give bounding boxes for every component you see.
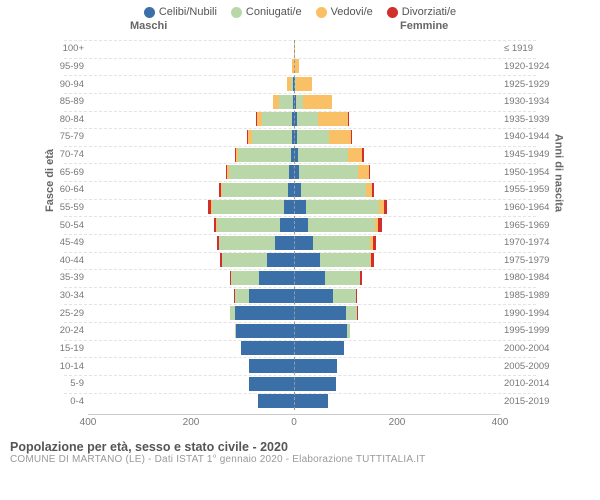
age-label: 10-14: [50, 357, 88, 375]
age-label: 20-24: [50, 322, 88, 340]
x-tick: 0: [291, 417, 297, 428]
legend-swatch: [316, 7, 327, 18]
legend-swatch: [387, 7, 398, 18]
center-axis: [294, 40, 295, 410]
birth-year-label: 1970-1974: [500, 234, 550, 252]
legend-label: Vedovi/e: [331, 6, 373, 18]
legend-item: Vedovi/e: [316, 6, 373, 18]
legend-label: Coniugati/e: [246, 6, 302, 18]
birth-year-label: 1990-1994: [500, 304, 550, 322]
header-female: Femmine: [400, 20, 448, 32]
birth-year-label: 1940-1944: [500, 128, 550, 146]
age-label: 70-74: [50, 146, 88, 164]
legend-item: Divorziati/e: [387, 6, 456, 18]
age-label: 95-99: [50, 58, 88, 76]
birth-year-label: 1985-1989: [500, 287, 550, 305]
birth-year-label: 1945-1949: [500, 146, 550, 164]
age-label: 85-89: [50, 93, 88, 111]
birth-year-label: 2015-2019: [500, 393, 550, 411]
header-male: Maschi: [130, 20, 167, 32]
x-tick: 200: [389, 417, 406, 428]
birth-year-label: 1995-1999: [500, 322, 550, 340]
chart-title: Popolazione per età, sesso e stato civil…: [10, 440, 590, 454]
birth-year-label: 2010-2014: [500, 375, 550, 393]
birth-year-label: 1935-1939: [500, 111, 550, 129]
birth-year-label: 1930-1934: [500, 93, 550, 111]
chart-subtitle: COMUNE DI MARTANO (LE) - Dati ISTAT 1° g…: [10, 454, 590, 465]
birth-year-label: 1965-1969: [500, 216, 550, 234]
x-tick: 400: [492, 417, 509, 428]
age-label: 35-39: [50, 269, 88, 287]
birth-year-label: 1955-1959: [500, 181, 550, 199]
birth-year-label: 1925-1929: [500, 75, 550, 93]
legend: Celibi/Nubili Coniugati/e Vedovi/e Divorzia…: [0, 0, 600, 20]
age-label: 45-49: [50, 234, 88, 252]
birth-year-label: ≤ 1919: [500, 40, 550, 58]
age-label: 65-69: [50, 163, 88, 181]
legend-label: Divorziati/e: [402, 6, 456, 18]
age-label: 80-84: [50, 111, 88, 129]
x-tick: 200: [183, 417, 200, 428]
birth-year-label: 2000-2004: [500, 340, 550, 358]
age-label: 50-54: [50, 216, 88, 234]
legend-swatch: [231, 7, 242, 18]
age-label: 5-9: [50, 375, 88, 393]
x-tick: 400: [80, 417, 97, 428]
age-label: 55-59: [50, 199, 88, 217]
chart-footer: Popolazione per età, sesso e stato civil…: [0, 436, 600, 465]
birth-year-label: 1950-1954: [500, 163, 550, 181]
age-label: 40-44: [50, 252, 88, 270]
age-label: 75-79: [50, 128, 88, 146]
age-label: 0-4: [50, 393, 88, 411]
legend-label: Celibi/Nubili: [159, 6, 217, 18]
birth-year-label: 1920-1924: [500, 58, 550, 76]
age-label: 30-34: [50, 287, 88, 305]
birth-year-label: 2005-2009: [500, 357, 550, 375]
x-axis: 4002000200400: [88, 414, 500, 436]
birth-year-label: 1975-1979: [500, 252, 550, 270]
age-label: 25-29: [50, 304, 88, 322]
age-label: 90-94: [50, 75, 88, 93]
gender-headers: Maschi Femmine: [0, 20, 600, 36]
birth-year-label: 1960-1964: [500, 199, 550, 217]
age-label: 100+: [50, 40, 88, 58]
birth-year-label: 1980-1984: [500, 269, 550, 287]
legend-swatch: [144, 7, 155, 18]
legend-item: Celibi/Nubili: [144, 6, 217, 18]
population-pyramid: Celibi/Nubili Coniugati/e Vedovi/e Divorzia…: [0, 0, 600, 500]
legend-item: Coniugati/e: [231, 6, 302, 18]
age-label: 60-64: [50, 181, 88, 199]
y-axis-label-right: Anni di nascita: [552, 134, 564, 212]
age-label: 15-19: [50, 340, 88, 358]
plot-area: Fasce di età Anni di nascita 100+≤ 19199…: [50, 36, 550, 436]
